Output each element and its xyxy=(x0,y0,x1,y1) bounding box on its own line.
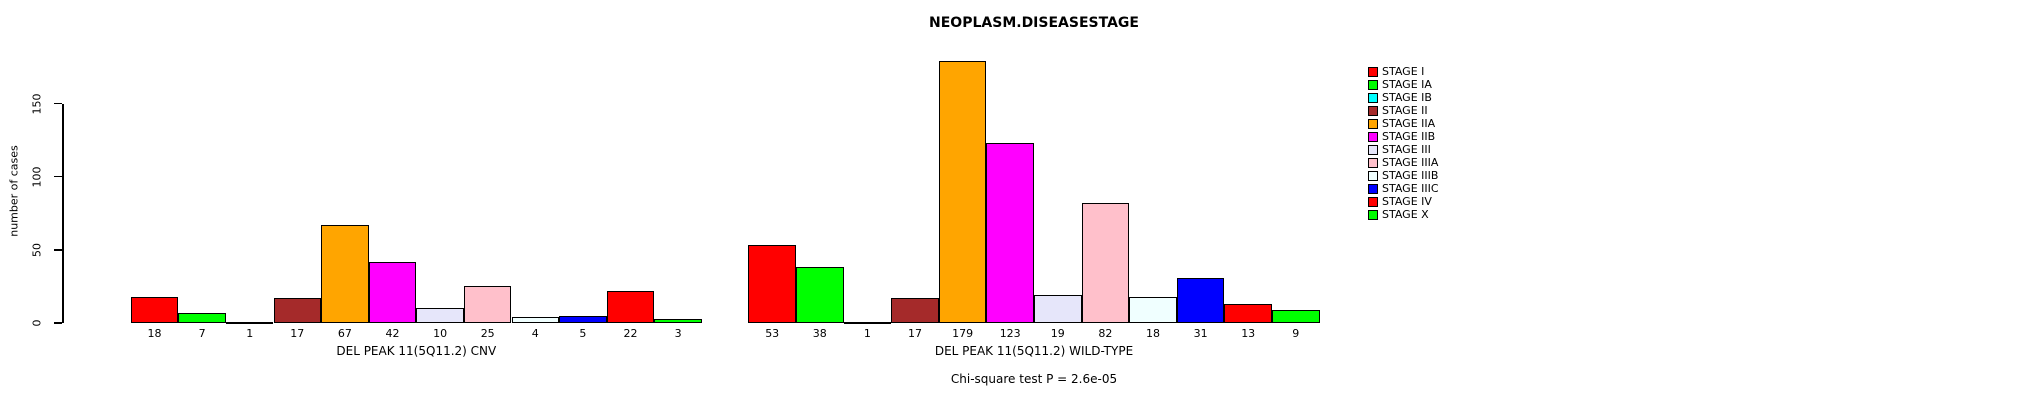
bar-value-label: 1 xyxy=(246,327,254,340)
legend-color-swatch xyxy=(1368,144,1378,155)
bar-value-label: 17 xyxy=(908,327,922,340)
bar-stage-iii xyxy=(416,308,464,323)
bar-stage-ia xyxy=(178,312,226,323)
y-axis-tick-label: 0 xyxy=(30,319,44,327)
bar-stage-iv xyxy=(606,290,655,323)
bar-stage-i xyxy=(130,296,179,323)
y-axis-label: number of cases xyxy=(7,145,21,237)
bar-stage-iia xyxy=(938,61,987,323)
bar-value-label: 53 xyxy=(765,327,780,340)
y-axis-tick-label: 50 xyxy=(30,242,44,257)
bar-value-label: 82 xyxy=(1098,327,1113,340)
bar-stage-ii xyxy=(891,298,939,323)
bar-stage-iia xyxy=(321,224,369,323)
bar-value-label: 5 xyxy=(579,327,587,340)
bar-stage-x xyxy=(654,318,702,323)
legend-item-label: STAGE III xyxy=(1382,143,1431,156)
group-axis-label: DEL PEAK 11(5Q11.2) CNV xyxy=(336,344,497,358)
bar-value-label: 3 xyxy=(674,327,682,340)
legend-color-swatch xyxy=(1368,66,1378,77)
bar-value-label: 25 xyxy=(480,327,495,340)
bar-stage-iiia xyxy=(463,286,512,323)
legend-item: STAGE IV xyxy=(1368,195,1432,208)
legend-item: STAGE I xyxy=(1368,65,1424,78)
legend-color-swatch xyxy=(1368,157,1378,168)
bar-value-label: 179 xyxy=(952,327,974,340)
bar-stage-iv xyxy=(1224,303,1272,323)
bar-stage-ib xyxy=(843,321,892,324)
y-axis-tick-label: 100 xyxy=(30,166,44,188)
bar-value-label: 22 xyxy=(623,327,638,340)
legend-item: STAGE II xyxy=(1368,104,1428,117)
legend-color-swatch xyxy=(1368,209,1378,220)
bar-value-label: 18 xyxy=(147,327,162,340)
y-axis-tick xyxy=(54,249,62,251)
bar-value-label: 10 xyxy=(433,327,448,340)
group-axis-label: DEL PEAK 11(5Q11.2) WILD-TYPE xyxy=(934,344,1134,358)
legend-color-swatch xyxy=(1368,92,1378,103)
bar-stage-ii xyxy=(273,298,322,323)
y-axis-tick xyxy=(54,102,62,105)
legend-color-swatch xyxy=(1368,170,1378,181)
legend-item-label: STAGE X xyxy=(1382,208,1429,221)
bar-value-label: 19 xyxy=(1050,327,1065,340)
legend-item-label: STAGE IIIA xyxy=(1382,156,1439,169)
bar-value-label: 13 xyxy=(1241,327,1256,340)
bar-stage-iiib xyxy=(511,317,560,323)
bar-stage-iiia xyxy=(1081,203,1130,323)
bar-value-label: 1 xyxy=(863,327,871,340)
legend-item-label: STAGE IB xyxy=(1382,91,1432,104)
y-axis-tick xyxy=(54,322,62,324)
bar-stage-iib xyxy=(368,261,417,323)
legend-item: STAGE III xyxy=(1368,143,1431,156)
legend-color-swatch xyxy=(1368,131,1378,142)
bar-stage-ib xyxy=(225,321,274,324)
bar-value-label: 7 xyxy=(198,327,206,340)
bar-stage-iii xyxy=(1034,295,1082,323)
bar-stage-iiic xyxy=(1176,277,1225,323)
legend-color-swatch xyxy=(1368,118,1378,129)
legend-color-swatch xyxy=(1368,196,1378,207)
legend-color-swatch xyxy=(1368,183,1378,194)
y-axis-tick-label: 150 xyxy=(30,93,44,115)
bar-stage-iiib xyxy=(1129,296,1177,323)
bar-value-label: 9 xyxy=(1292,327,1300,340)
bar-value-label: 67 xyxy=(337,327,352,340)
legend-item: STAGE IIIA xyxy=(1368,156,1438,169)
legend-item-label: STAGE IIB xyxy=(1382,130,1436,143)
legend-item-label: STAGE IIIB xyxy=(1382,169,1439,182)
bar-value-label: 123 xyxy=(999,327,1021,340)
legend-item-label: STAGE II xyxy=(1382,104,1428,117)
legend-item-label: STAGE IV xyxy=(1382,195,1432,208)
bar-value-label: 42 xyxy=(385,327,400,340)
chart-footnote: Chi-square test P = 2.6e-05 xyxy=(950,372,1118,386)
legend-item-label: STAGE IIIC xyxy=(1382,182,1439,195)
chart-title: NEOPLASM.DISEASESTAGE xyxy=(929,15,1139,31)
bar-stage-x xyxy=(1272,309,1320,323)
bar-value-label: 18 xyxy=(1146,327,1160,340)
legend-color-swatch xyxy=(1368,105,1378,116)
legend-item-label: STAGE I xyxy=(1382,65,1425,78)
bar-value-label: 31 xyxy=(1193,327,1208,340)
legend-color-swatch xyxy=(1368,79,1378,90)
legend-item: STAGE IIB xyxy=(1368,130,1435,143)
y-axis-tick xyxy=(54,175,62,178)
bar-value-label: 17 xyxy=(290,327,305,340)
bar-stage-ia xyxy=(796,267,844,323)
y-axis-line xyxy=(62,103,64,323)
legend-item: STAGE IB xyxy=(1368,91,1432,104)
legend-item: STAGE X xyxy=(1368,208,1429,221)
legend-item: STAGE IIA xyxy=(1368,117,1435,130)
bar-stage-i xyxy=(748,245,796,323)
legend-item-label: STAGE IIA xyxy=(1382,117,1436,130)
legend-item: STAGE IIIC xyxy=(1368,182,1439,195)
legend-item: STAGE IA xyxy=(1368,78,1432,91)
bar-stage-iiic xyxy=(559,315,607,323)
legend-item-label: STAGE IA xyxy=(1382,78,1432,91)
bar-value-label: 38 xyxy=(812,327,827,340)
bar-value-label: 4 xyxy=(531,327,539,340)
legend-item: STAGE IIIB xyxy=(1368,169,1438,182)
bar-stage-iib xyxy=(986,143,1034,323)
